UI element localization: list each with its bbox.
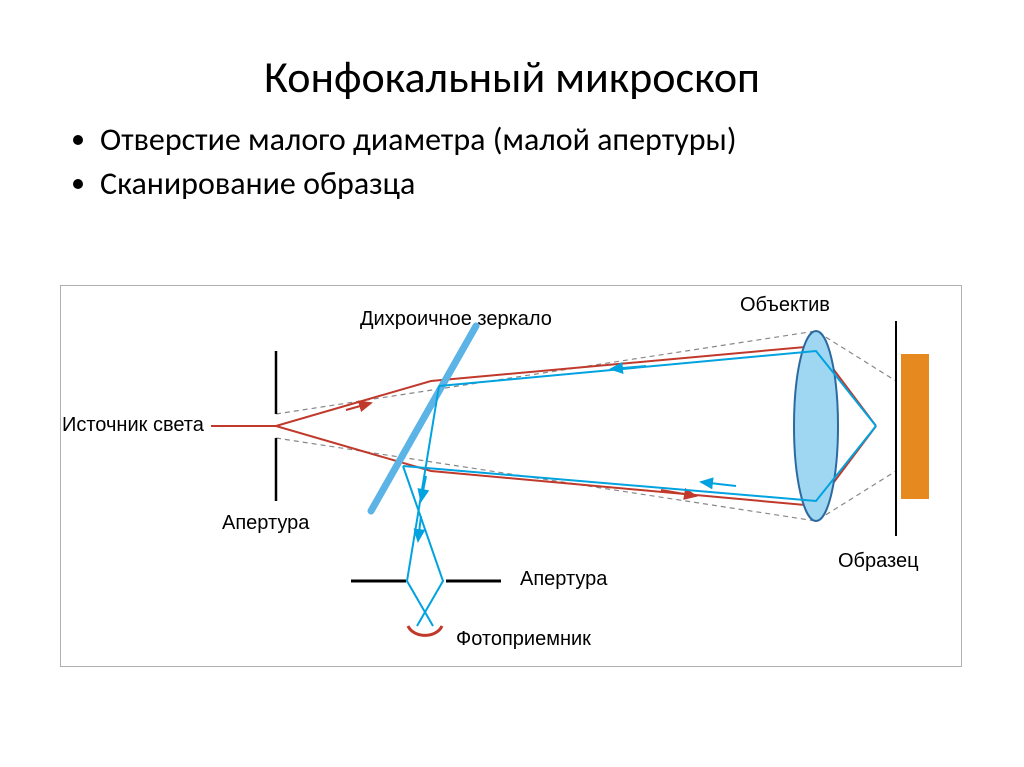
label-aperture-1: Апертура	[222, 512, 309, 535]
label-detector: Фотоприемник	[456, 628, 591, 651]
slide: Конфокальный микроскоп Отверстие малого …	[0, 0, 1024, 767]
excitation-ray-bottom	[211, 426, 876, 506]
objective-lens	[794, 331, 838, 521]
label-dichroic: Дихроичное зеркало	[360, 308, 552, 331]
arrow-icon	[701, 482, 736, 486]
slide-title: Конфокальный микроскоп	[0, 50, 1024, 104]
bullet-item: Сканирование образца	[100, 164, 737, 204]
label-light-source: Источник света	[62, 414, 204, 437]
label-sample: Образец	[838, 550, 919, 573]
bullet-list: Отверстие малого диаметра (малой апертур…	[70, 120, 737, 208]
arrow-icon	[418, 516, 421, 541]
excitation-ray-top	[211, 346, 876, 426]
sample-block	[901, 354, 929, 499]
confocal-diagram	[61, 286, 961, 666]
diagram-frame	[60, 285, 962, 667]
photodetector-icon	[408, 626, 442, 635]
label-aperture-2: Апертура	[520, 568, 607, 591]
label-objective: Объектив	[740, 294, 830, 317]
bullet-item: Отверстие малого диаметра (малой апертур…	[100, 120, 737, 160]
